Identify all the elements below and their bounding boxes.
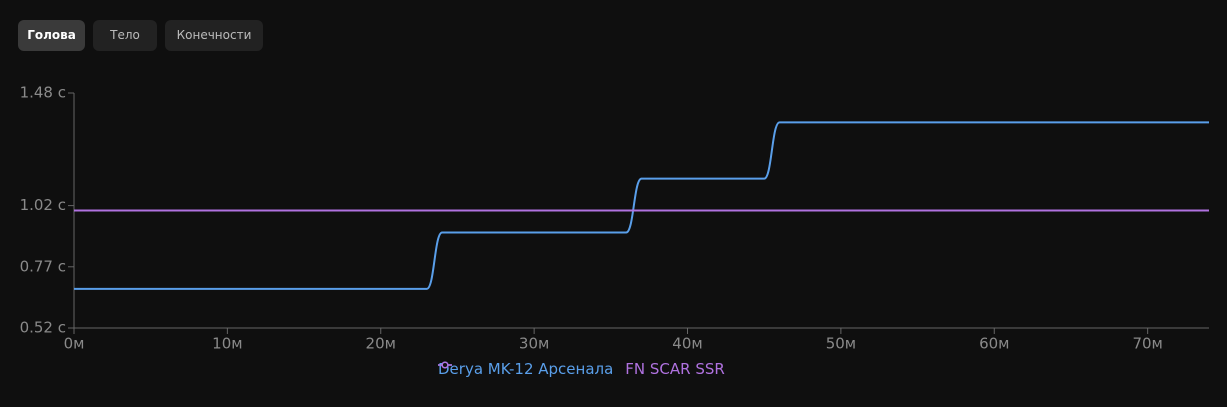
x-tick-label: 0м [64,335,85,353]
y-tick-label: 0.52 с [20,319,66,337]
y-tick-label: 1.02 с [20,196,66,214]
legend-label: FN SCAR SSR [625,360,725,378]
x-tick-label: 10м [212,335,242,353]
tab[interactable]: Тело [93,20,157,51]
y-tick-label: 0.77 с [20,257,66,275]
legend-swatch-dot [441,361,449,369]
legend-item: FN SCAR SSR [438,360,725,378]
x-tick-label: 30м [519,335,549,353]
legend-label: Derya MK-12 Арсенала [438,360,614,378]
tab[interactable]: Конечности [165,20,263,51]
legend-icon [438,361,452,369]
y-tick-label: 1.48 с [20,84,66,102]
x-tick-label: 50м [826,335,856,353]
x-tick-label: 20м [366,335,396,353]
x-tick-label: 60м [979,335,1009,353]
x-tick-label: 70м [1132,335,1162,353]
x-tick-label: 40м [672,335,702,353]
tab[interactable]: Голова [18,20,85,51]
legend-item: Derya MK-12 Арсенала [438,360,613,378]
series-line [74,121,1209,290]
legend: Derya MK-12 Арсенала FN SCAR SSR [438,360,725,378]
